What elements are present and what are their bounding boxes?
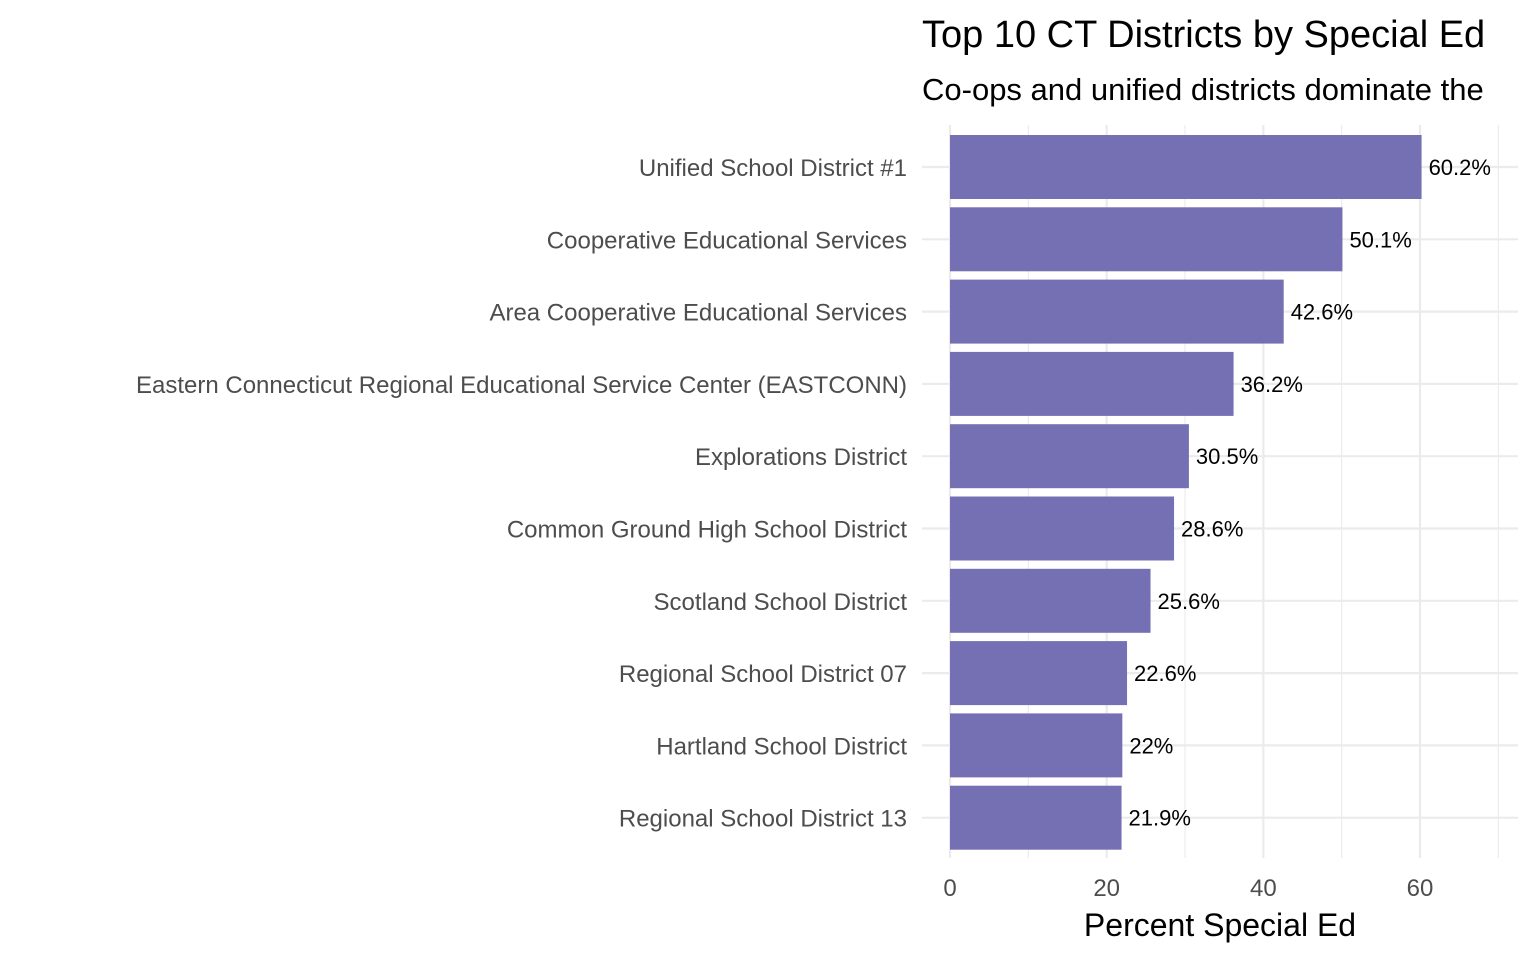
category-label: Hartland School District: [656, 733, 907, 760]
data-label: 25.6%: [1158, 589, 1220, 614]
x-tick-label: 0: [943, 875, 956, 902]
bar: [950, 713, 1123, 778]
data-label: 60.2%: [1429, 155, 1491, 180]
data-label: 22.6%: [1134, 661, 1196, 686]
category-label: Unified School District #1: [639, 155, 907, 182]
category-labels: Unified School District #1 Cooperative Ed…: [136, 155, 907, 833]
category-label: Regional School District 13: [619, 806, 907, 833]
bar: [950, 424, 1189, 489]
x-axis-ticks: 0 20 40 60: [943, 875, 1433, 902]
data-label: 36.2%: [1241, 372, 1303, 397]
category-label: Common Ground High School District: [507, 517, 907, 544]
category-label: Explorations District: [695, 444, 907, 471]
bar: [950, 135, 1422, 199]
category-label: Eastern Connecticut Regional Educational…: [136, 372, 907, 399]
bar: [950, 279, 1284, 344]
data-label: 28.6%: [1181, 517, 1243, 542]
data-label: 21.9%: [1129, 806, 1191, 831]
x-tick-label: 20: [1093, 875, 1120, 902]
bar: [950, 568, 1151, 633]
x-tick-label: 60: [1407, 875, 1434, 902]
bar: [950, 785, 1122, 850]
data-label: 42.6%: [1291, 300, 1353, 325]
x-tick-label: 40: [1250, 875, 1277, 902]
bars: 60.2% 50.1% 42.6% 36.2% 30.5% 28.6% 25.6% 22.6%…: [950, 135, 1491, 850]
data-label: 22%: [1129, 733, 1173, 758]
x-axis-title: Percent Special Ed: [1084, 907, 1356, 943]
category-label: Area Cooperative Educational Services: [489, 300, 907, 327]
chart-subtitle: Co-ops and unified districts dominate th…: [922, 72, 1484, 107]
data-label: 30.5%: [1196, 444, 1258, 469]
bar: [950, 496, 1175, 561]
bar: [950, 641, 1128, 706]
bar: [950, 351, 1234, 416]
data-label: 50.1%: [1349, 227, 1411, 252]
bar: [950, 207, 1343, 272]
category-label: Scotland School District: [654, 589, 908, 616]
chart-title: Top 10 CT Districts by Special Ed: [922, 14, 1485, 56]
category-label: Regional School District 07: [619, 661, 907, 688]
category-label: Cooperative Educational Services: [547, 227, 907, 254]
